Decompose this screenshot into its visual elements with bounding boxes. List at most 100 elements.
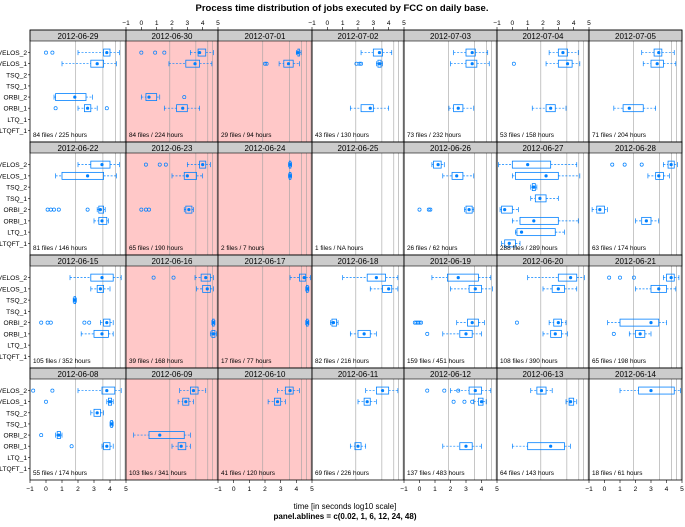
box-median [98, 208, 102, 212]
box-velos-2 [289, 273, 311, 282]
box-velos-1 [263, 59, 300, 68]
box-velos-1 [451, 397, 487, 406]
box-orbi-1 [425, 329, 482, 338]
box-iqr [382, 284, 393, 293]
panel-summary: 64 files / 143 hours [500, 470, 554, 477]
panel: 2012-06-25 1 files / NA hours [311, 141, 405, 256]
box-median [657, 287, 661, 291]
box-iqr [468, 386, 482, 395]
weekend-highlight [218, 379, 312, 480]
panel: 2012-06-30 84 files / 224 hours [125, 29, 219, 143]
x-tick-label: 5 [495, 486, 499, 493]
box-velos-2 [151, 273, 214, 282]
panel-summary: 103 files / 341 hours [129, 470, 187, 477]
panel: 2012-06-29 84 files / 225 hours [29, 29, 127, 143]
x-tick-label: 4 [108, 486, 112, 493]
box-median [73, 298, 77, 302]
box-velos-2 [610, 160, 678, 169]
panel: 2012-06-19 159 files / 451 hours [403, 254, 498, 369]
box-velos-2 [527, 273, 585, 282]
box-iqr [459, 329, 473, 338]
box-outlier [639, 162, 644, 167]
box-median [365, 400, 369, 404]
box-orbi-2 [514, 318, 567, 327]
box-orbi-1 [209, 329, 217, 338]
box-median [105, 50, 109, 55]
box-outlier [48, 320, 53, 325]
box-median [436, 163, 440, 167]
box-orbi-2 [607, 318, 667, 327]
box-outlier [632, 275, 636, 280]
box-orbi-2 [330, 318, 339, 327]
box-median [387, 287, 391, 291]
panel-summary: 39 files / 168 hours [129, 358, 183, 365]
panel: 2012-07-01 29 files / 94 hours [217, 29, 313, 143]
panel-border [496, 367, 590, 481]
box-outlier [163, 162, 168, 167]
x-tick-label: −1 [585, 486, 593, 493]
box-outlier [39, 433, 44, 438]
y-tick-label: TSQ_1 [6, 309, 27, 316]
box-iqr [183, 171, 197, 180]
panel: 2012-06-28 63 files / 174 hours [588, 141, 683, 256]
box-iqr [534, 194, 547, 203]
box-velos-2 [342, 273, 399, 282]
box-median [302, 276, 306, 280]
box-iqr [283, 59, 294, 68]
box-velos-2 [431, 160, 445, 169]
x-tick-label: 3 [649, 486, 653, 493]
box-velos-1 [288, 171, 292, 180]
box-iqr [465, 205, 473, 214]
box-median [191, 388, 196, 393]
panel-date-label: 2012-07-03 [430, 32, 471, 41]
y-tick-label: ORBI_1 [4, 218, 28, 225]
box-iqr [641, 216, 652, 225]
y-tick-label: ORBI_2 [4, 207, 28, 214]
y-tick-label: TSQ_2 [6, 185, 27, 192]
x-tick-label: −1 [26, 486, 34, 493]
panel: 2012-07-03 73 files / 232 hours [403, 29, 498, 143]
box-median [368, 106, 372, 110]
y-tick-label: LTQ_1 [7, 117, 27, 124]
panel-date-label: 2012-06-26 [430, 144, 471, 153]
box-iqr [182, 397, 190, 406]
box-iqr [103, 48, 111, 57]
x-tick-label: 0 [510, 20, 514, 27]
box-outlier [45, 320, 50, 325]
panel-border [29, 29, 127, 143]
x-tick-label: 5 [216, 20, 220, 27]
panel-summary: 26 files / 62 hours [407, 245, 457, 252]
panel-date-label: 2012-07-04 [523, 32, 564, 41]
x-tick-label: 4 [387, 20, 391, 27]
x-tick-label: 3 [92, 486, 96, 493]
box-velos-1 [177, 397, 194, 406]
box-iqr [90, 273, 114, 282]
y-tick-label: ORBI_1 [4, 331, 28, 338]
panel-date-label: 2012-07-02 [338, 32, 379, 41]
box-iqr [511, 160, 552, 169]
box-median [526, 163, 530, 167]
box-outlier [147, 207, 151, 212]
panel-summary: 65 files / 190 hours [129, 245, 183, 252]
box-orbi-1 [53, 104, 109, 113]
box-iqr [98, 216, 108, 225]
panel-date-label: 2012-06-09 [152, 370, 193, 379]
box-iqr [93, 329, 109, 338]
x-tick-label: 4 [665, 486, 669, 493]
panel-border [496, 141, 590, 256]
box-iqr [504, 239, 516, 248]
box-velos-2 [641, 48, 675, 57]
box-iqr [465, 48, 476, 57]
box-iqr [635, 329, 646, 338]
box-velos-1 [511, 59, 581, 68]
box-velos-1 [196, 284, 214, 293]
panel-date-label: 2012-06-11 [338, 370, 379, 379]
box-outlier [263, 61, 267, 66]
panel-grid: 2012-06-29 84 files / 225 hours 2012-06-30… [0, 20, 684, 493]
y-tick-label: TSQ_2 [6, 410, 27, 417]
panel-summary: 69 files / 226 hours [315, 470, 369, 477]
box-orbi-1 [80, 329, 114, 338]
panel-summary: 43 files / 130 hours [315, 132, 369, 139]
box-outlier [157, 162, 162, 167]
y-tick-label: TSQ_1 [6, 421, 27, 428]
